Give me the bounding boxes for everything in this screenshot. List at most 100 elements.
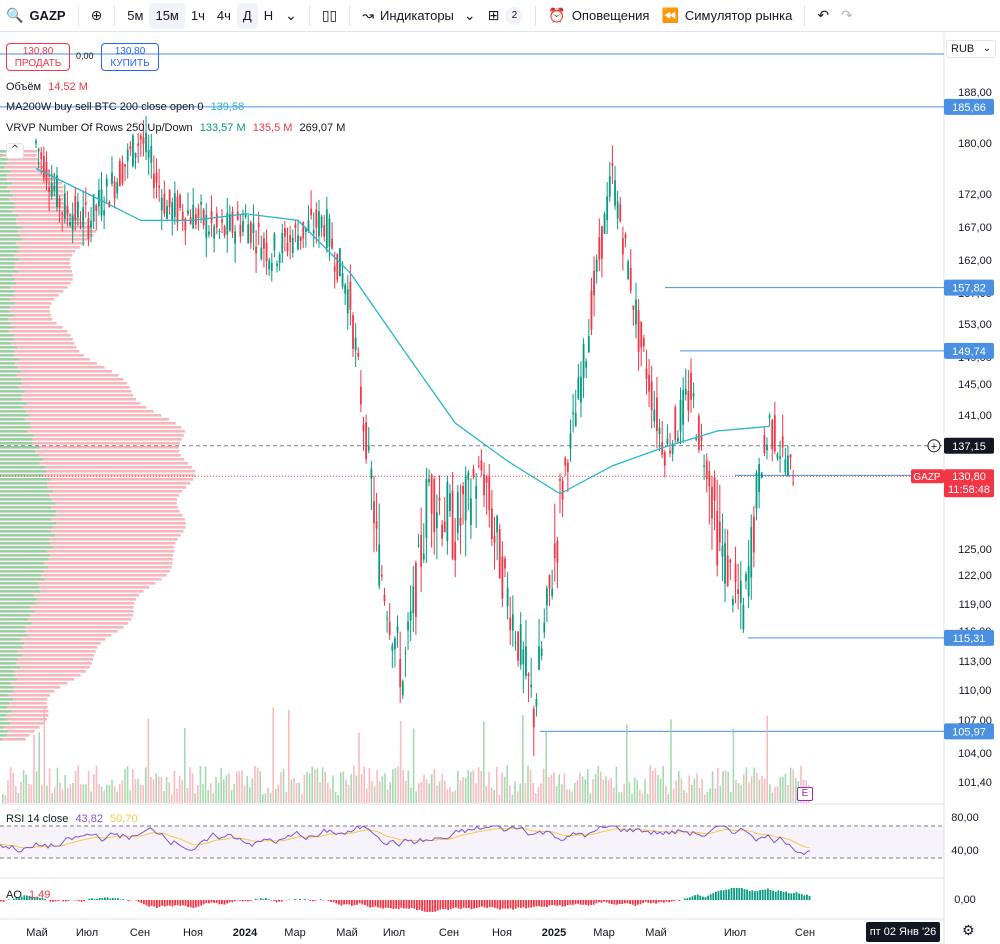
interval-day[interactable]: Д xyxy=(236,2,258,29)
replay-button[interactable]: ⏪ Симулятор рынка xyxy=(655,0,798,32)
interval-15m[interactable]: 15м xyxy=(149,2,185,29)
sell-button[interactable]: 130,80 ПРОДАТЬ xyxy=(6,43,70,71)
ao-bar xyxy=(52,900,54,902)
candle-body xyxy=(485,476,488,483)
volume-profile-up-bar xyxy=(0,286,11,289)
alerts-button[interactable]: ⏰ Оповещения xyxy=(542,0,655,32)
candle-body xyxy=(773,415,776,452)
candle-body xyxy=(66,205,69,214)
candle-body xyxy=(614,180,616,206)
candle-body xyxy=(708,471,711,487)
alarm-clock-icon: ⏰ xyxy=(548,7,566,24)
ao-bar xyxy=(31,896,33,900)
candle-body xyxy=(608,176,611,197)
rsi-legend[interactable]: RSI 14 close 43,82 50,70 xyxy=(6,813,138,825)
interval-5m[interactable]: 5м xyxy=(127,8,144,23)
volume-bar xyxy=(251,778,254,803)
undo-button[interactable]: ↶ xyxy=(811,0,835,32)
candle-body xyxy=(155,172,158,183)
ao-bar xyxy=(717,891,720,900)
volume-profile-up-bar xyxy=(0,678,17,681)
volume-profile-up-bar xyxy=(0,446,39,449)
volume-profile-up-bar xyxy=(0,506,52,509)
volume-bar xyxy=(64,775,66,803)
candle-body xyxy=(132,135,134,167)
volume-bar xyxy=(72,783,74,803)
ao-bar xyxy=(741,888,743,900)
ao-bar xyxy=(106,897,109,900)
ao-bar xyxy=(522,900,525,908)
volume-profile-up-bar xyxy=(0,582,39,585)
ao-bar xyxy=(470,900,473,910)
interval-dropdown[interactable]: ⌄ xyxy=(279,0,303,32)
volume-bar xyxy=(254,765,256,803)
volume-bar xyxy=(787,784,789,803)
volume-bar xyxy=(267,787,269,803)
divider xyxy=(349,5,351,26)
ao-bar xyxy=(361,900,364,905)
volume-bar xyxy=(649,765,651,803)
collapse-legend-button[interactable]: ^ xyxy=(6,143,24,159)
candle-body xyxy=(713,477,716,501)
volume-bar xyxy=(758,779,761,803)
symbol-search[interactable]: 🔍 GAZP xyxy=(0,0,72,32)
candle-body xyxy=(147,149,150,158)
volume-profile-down-bar xyxy=(0,406,147,409)
ao-bar xyxy=(668,900,670,903)
buy-button[interactable]: 130,80 КУПИТЬ xyxy=(101,43,159,71)
volume-bar xyxy=(581,776,584,803)
volume-bar xyxy=(732,728,735,803)
candle-body xyxy=(179,194,181,208)
interval-4h[interactable]: 4ч xyxy=(216,8,231,23)
ao-bar xyxy=(561,900,564,907)
currency-select[interactable]: RUB ⌄ xyxy=(946,40,996,58)
ao-bar xyxy=(96,898,98,900)
candle-body xyxy=(739,580,742,603)
settings-button[interactable]: ⚙ xyxy=(962,922,975,939)
indicators-button[interactable]: ↝ Индикаторы ⌄ xyxy=(356,0,481,32)
volume-bar xyxy=(462,777,464,803)
compare-button[interactable]: ⊕ xyxy=(85,0,109,32)
candle-body xyxy=(535,698,538,707)
ao-bar xyxy=(699,895,702,900)
volume-bar xyxy=(555,786,558,803)
volume-profile-up-bar xyxy=(0,230,18,233)
volume-bar xyxy=(33,734,35,803)
interval-week[interactable]: Н xyxy=(263,8,274,23)
candle-body xyxy=(412,586,415,614)
candle-body xyxy=(611,163,614,166)
candle-body xyxy=(449,493,451,512)
candle-body xyxy=(687,390,690,411)
candle-body xyxy=(454,541,457,561)
chart-type-button[interactable]: ▯▯ xyxy=(316,0,343,32)
candle-body xyxy=(645,368,648,379)
volume-bar xyxy=(558,774,560,803)
level-price-label: 157,82 xyxy=(952,283,986,295)
volume-bar xyxy=(51,793,53,803)
candle-body xyxy=(208,231,210,235)
ao-bar xyxy=(67,900,70,901)
vrvp-legend[interactable]: VRVP Number Of Rows 250 Up/Down 133,57 M… xyxy=(6,122,345,134)
redo-button[interactable]: ↷ xyxy=(835,0,859,32)
volume-profile-up-bar xyxy=(0,414,30,417)
ao-bar xyxy=(650,900,652,904)
earnings-event-icon[interactable]: E xyxy=(797,787,813,801)
candle-body xyxy=(331,238,333,249)
price-chart[interactable]: 188,00180,00172,00167,00162,00157,00153,… xyxy=(0,33,1000,944)
candle-body xyxy=(553,543,556,559)
price-axis-label: 122,00 xyxy=(958,570,992,582)
candle-body xyxy=(601,226,603,259)
rsi-value: 43,82 xyxy=(75,813,103,825)
layouts-button[interactable]: ⊞ 2 xyxy=(482,0,530,32)
volume-legend[interactable]: Объём 14,52 M xyxy=(6,81,88,93)
volume-bar xyxy=(22,769,25,803)
interval-1h[interactable]: 1ч xyxy=(190,8,205,23)
ao-legend[interactable]: AO 1,49 xyxy=(6,889,50,901)
candle-body xyxy=(126,149,129,161)
ao-bar xyxy=(228,900,231,903)
volume-profile-up-bar xyxy=(0,458,43,461)
ma-legend[interactable]: MA200W buy sell BTC 200 close open 0 139… xyxy=(6,101,244,113)
candle-body xyxy=(559,478,561,481)
volume-bar xyxy=(288,709,290,803)
price-axis-label: 153,00 xyxy=(958,319,992,331)
